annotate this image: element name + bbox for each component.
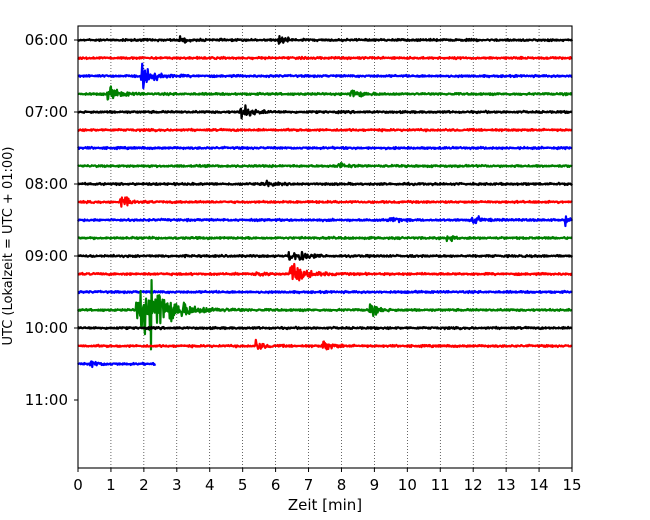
y-tick-label: 10:00: [25, 319, 68, 337]
trace-0715: [77, 127, 573, 133]
x-tick-label: 6: [271, 476, 281, 494]
trace-0745: [77, 162, 573, 169]
y-tick-label: 11:00: [25, 391, 68, 409]
x-tick-label: 4: [205, 476, 215, 494]
x-tick-label: 12: [464, 476, 483, 494]
y-axis-ticks: 06:00 07:00 08:00 09:00 10:00 11:00: [25, 31, 78, 409]
x-tick-label: 13: [497, 476, 516, 494]
x-tick-label: 9: [370, 476, 380, 494]
y-tick-label: 07:00: [25, 103, 68, 121]
x-tick-label: 0: [73, 476, 83, 494]
trace-0900: [77, 250, 574, 261]
trace-0700: [77, 104, 573, 120]
trace-1000: [77, 325, 573, 331]
x-tick-label: 8: [337, 476, 347, 494]
trace-0945: [76, 278, 573, 351]
x-tick-label: 1: [106, 476, 116, 494]
trace-0645: [77, 85, 573, 101]
x-axis-label: Zeit [min]: [288, 496, 362, 514]
trace-1030: [77, 360, 157, 369]
x-tick-label: 11: [431, 476, 450, 494]
y-tick-label: 09:00: [25, 247, 68, 265]
x-tick-label: 3: [172, 476, 182, 494]
x-tick-label: 15: [562, 476, 581, 494]
x-tick-label: 2: [139, 476, 149, 494]
x-tick-label: 5: [238, 476, 248, 494]
trace-0800: [77, 179, 573, 188]
trace-0930: [77, 289, 573, 295]
x-tick-label: 14: [530, 476, 549, 494]
y-tick-label: 08:00: [25, 175, 68, 193]
seismic-traces: [76, 35, 574, 369]
trace-0830: [77, 215, 574, 228]
x-axis-ticks: 0 1 2 3 4 5 6 7 8 9 10 11 12 13 14 15: [73, 468, 582, 494]
trace-0845: [77, 235, 573, 243]
trace-0730: [77, 145, 573, 151]
x-tick-label: 10: [398, 476, 417, 494]
y-tick-label: 06:00: [25, 31, 68, 49]
trace-0915: [77, 262, 573, 282]
y-axis-label: UTC (Lokalzeit = UTC + 01:00): [1, 147, 16, 346]
trace-1015: [77, 338, 573, 351]
trace-0630: [77, 62, 573, 90]
trace-0600: [77, 35, 574, 45]
trace-0615: [77, 55, 573, 61]
x-tick-label: 7: [304, 476, 314, 494]
plot-frame: [77, 25, 573, 469]
trace-0815: [77, 196, 573, 208]
